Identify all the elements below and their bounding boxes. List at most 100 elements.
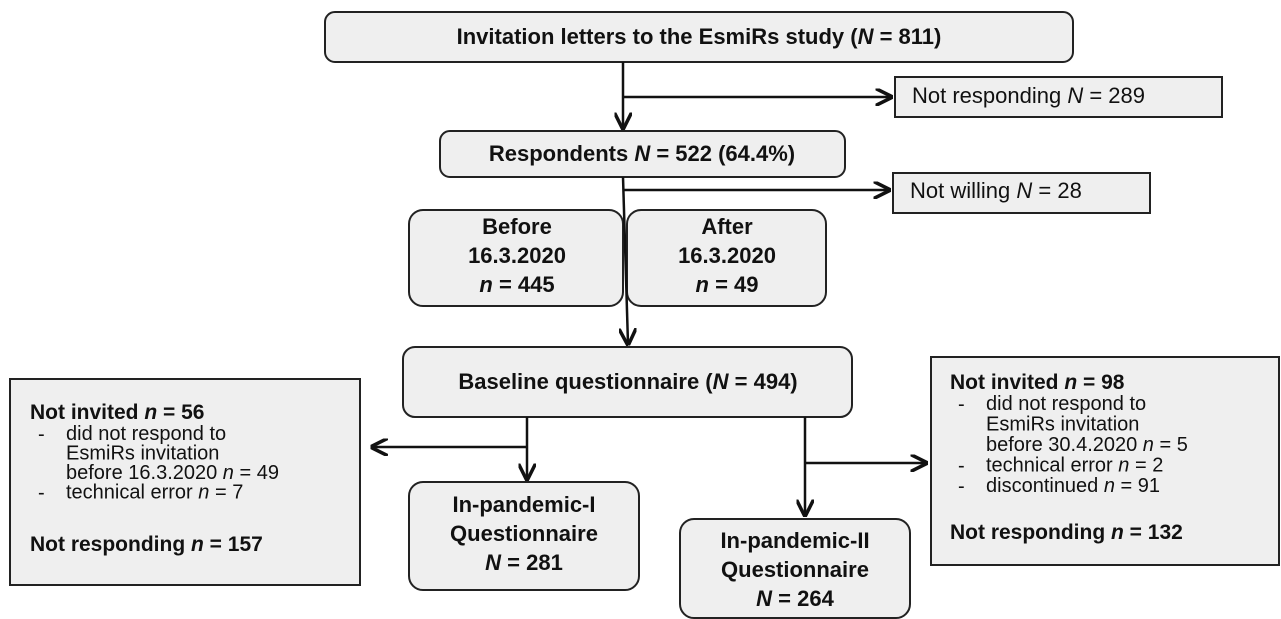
text-segment: did not respond to [986, 393, 1146, 415]
item-text: technical error n = 7 [66, 482, 243, 504]
text-segment: = 2 [1129, 455, 1163, 477]
pandemic-1-box [408, 481, 640, 591]
text-segment: = 7 [209, 482, 243, 504]
text-segment: = 49 [234, 462, 279, 484]
text-segment: n [191, 533, 204, 556]
text-segment: Not responding [950, 521, 1111, 544]
pandemic-2-label: Questionnaire [721, 557, 869, 582]
text-segment: n [1064, 371, 1077, 394]
before-label: n = 445 [479, 272, 554, 297]
text-segment: n [1143, 434, 1154, 456]
text-segment: In-pandemic-II [720, 528, 869, 553]
text-segment: = 289 [1083, 83, 1145, 108]
text-segment: n [144, 401, 157, 424]
bullet: - [38, 423, 45, 445]
right-exclusion-box [930, 356, 1280, 566]
heading: Not invited n = 98 [950, 371, 1125, 394]
not-willing-box [892, 172, 1151, 214]
item-text: EsmiRs invitation [66, 443, 219, 465]
text-segment: = 264 [772, 586, 835, 611]
text-segment: n [1118, 455, 1129, 477]
text-segment: = 522 (64.4%) [650, 141, 795, 166]
text-segment: Not invited [950, 371, 1064, 394]
before-label: 16.3.2020 [468, 243, 566, 268]
text-segment: = 281 [501, 550, 563, 575]
text-segment: Not invited [30, 401, 144, 424]
bullet: - [958, 455, 965, 477]
text-segment: n [1104, 475, 1115, 497]
text-segment: = 157 [204, 533, 263, 556]
text-segment: Invitation letters to the EsmiRs study ( [457, 24, 859, 49]
before-label: Before [482, 214, 552, 239]
text-segment: EsmiRs invitation [986, 414, 1139, 436]
text-segment: 16.3.2020 [468, 243, 566, 268]
text-segment: After [701, 214, 753, 239]
text-segment: N [1067, 83, 1083, 108]
text-segment: Not willing [910, 178, 1016, 203]
text-segment: = 28 [1032, 178, 1082, 203]
pandemic-2-box [679, 518, 911, 619]
item-text: did not respond to [986, 393, 1146, 415]
text-segment: Questionnaire [721, 557, 869, 582]
text-segment: In-pandemic-I [452, 492, 595, 517]
item-text: technical error n = 2 [986, 455, 1163, 477]
invitation-label: Invitation letters to the EsmiRs study (… [457, 24, 942, 49]
after-label: After [701, 214, 753, 239]
bullet: - [958, 475, 965, 497]
respondents-box [439, 130, 846, 178]
text-segment: Not responding [30, 533, 191, 556]
text-segment: N [634, 141, 651, 166]
text-segment: = 445 [493, 272, 555, 297]
text-segment: before 30.4.2020 [986, 434, 1143, 456]
text-segment: before 16.3.2020 [66, 462, 223, 484]
text-segment: N [756, 586, 773, 611]
text-segment: = 5 [1154, 434, 1188, 456]
text-segment: N [485, 550, 502, 575]
text-segment: Respondents [489, 141, 634, 166]
text-segment: Before [482, 214, 552, 239]
text-segment: did not respond to [66, 423, 226, 445]
text-segment: discontinued [986, 475, 1104, 497]
text-segment: = 91 [1115, 475, 1160, 497]
text-segment: N [858, 24, 875, 49]
text-segment: = 98 [1077, 371, 1125, 394]
after-label: n = 49 [696, 272, 759, 297]
after-label: 16.3.2020 [678, 243, 776, 268]
text-segment: n [223, 462, 234, 484]
text-segment: N [713, 369, 730, 394]
text-segment: technical error [986, 455, 1118, 477]
item-text: discontinued n = 91 [986, 475, 1160, 497]
text-segment: = 811) [873, 24, 941, 49]
bullet: - [958, 393, 965, 415]
item-text: before 16.3.2020 n = 49 [66, 462, 279, 484]
text-segment: 16.3.2020 [678, 243, 776, 268]
not-responding-label: Not responding N = 289 [912, 83, 1145, 108]
not-willing-label: Not willing N = 28 [910, 178, 1082, 203]
text-segment: n [696, 272, 709, 297]
item-text: did not respond to [66, 423, 226, 445]
text-segment: = 494) [729, 369, 798, 394]
not-responding-box [894, 76, 1223, 118]
baseline-box [402, 346, 853, 418]
text-segment: Questionnaire [450, 521, 598, 546]
text-segment: n [198, 482, 209, 504]
heading: Not invited n = 56 [30, 401, 204, 424]
pandemic-1-label: In-pandemic-I [452, 492, 595, 517]
pandemic-2-label: N = 264 [756, 586, 834, 611]
before-box [408, 209, 624, 307]
text-segment: Baseline questionnaire ( [458, 369, 713, 394]
item-text: EsmiRs invitation [986, 414, 1139, 436]
text-segment: = 132 [1124, 521, 1183, 544]
text-segment: technical error [66, 482, 198, 504]
left-exclusion-box [9, 378, 361, 586]
arrow [623, 176, 628, 344]
pandemic-1-label: Questionnaire [450, 521, 598, 546]
respondents-label: Respondents N = 522 (64.4%) [489, 141, 795, 166]
item-text: before 30.4.2020 n = 5 [986, 434, 1188, 456]
footer: Not responding n = 132 [950, 521, 1183, 544]
text-segment: Not responding [912, 83, 1067, 108]
footer: Not responding n = 157 [30, 533, 263, 556]
after-box [626, 209, 827, 307]
pandemic-1-label: N = 281 [485, 550, 563, 575]
